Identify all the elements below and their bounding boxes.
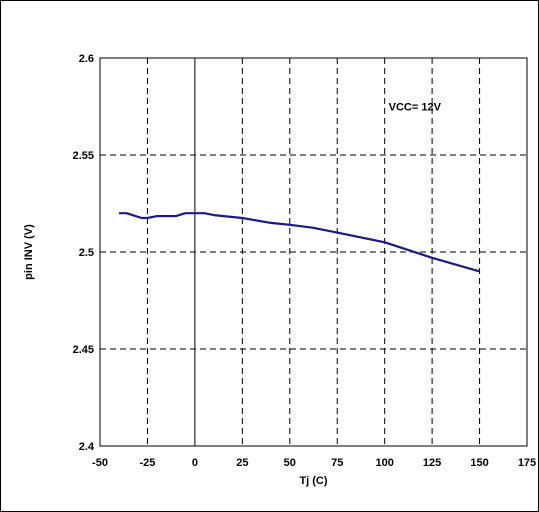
y-axis-label: pin INV (V) bbox=[23, 224, 35, 280]
x-tick-labels: -50 -25 0 25 50 75 100 125 150 175 bbox=[92, 457, 536, 469]
y-tick-labels: 2.4 2.45 2.5 2.55 2.6 bbox=[73, 53, 95, 453]
x-axis-label: Tj (C) bbox=[299, 475, 327, 487]
x-tick-label: 100 bbox=[375, 457, 393, 469]
vcc-annotation: VCC= 12V bbox=[389, 102, 442, 114]
x-tick-label: 0 bbox=[192, 457, 198, 469]
x-tick-label: -25 bbox=[139, 457, 155, 469]
x-tick-label: 125 bbox=[423, 457, 441, 469]
x-tick-label: 25 bbox=[236, 457, 248, 469]
x-tick-label: 150 bbox=[470, 457, 488, 469]
y-tick-label: 2.45 bbox=[73, 344, 94, 356]
x-tick-label: 75 bbox=[331, 457, 343, 469]
x-tick-label: 50 bbox=[284, 457, 296, 469]
y-tick-label: 2.5 bbox=[79, 247, 94, 259]
plot-area bbox=[99, 57, 528, 447]
grid-lines bbox=[100, 58, 527, 446]
y-tick-label: 2.6 bbox=[79, 53, 94, 65]
series-line bbox=[119, 212, 480, 273]
y-tick-label: 2.55 bbox=[73, 150, 94, 162]
x-tick-label: -50 bbox=[92, 457, 108, 469]
y-tick-label: 2.4 bbox=[79, 441, 95, 453]
x-tick-label: 175 bbox=[518, 457, 536, 469]
series-group bbox=[119, 212, 480, 273]
